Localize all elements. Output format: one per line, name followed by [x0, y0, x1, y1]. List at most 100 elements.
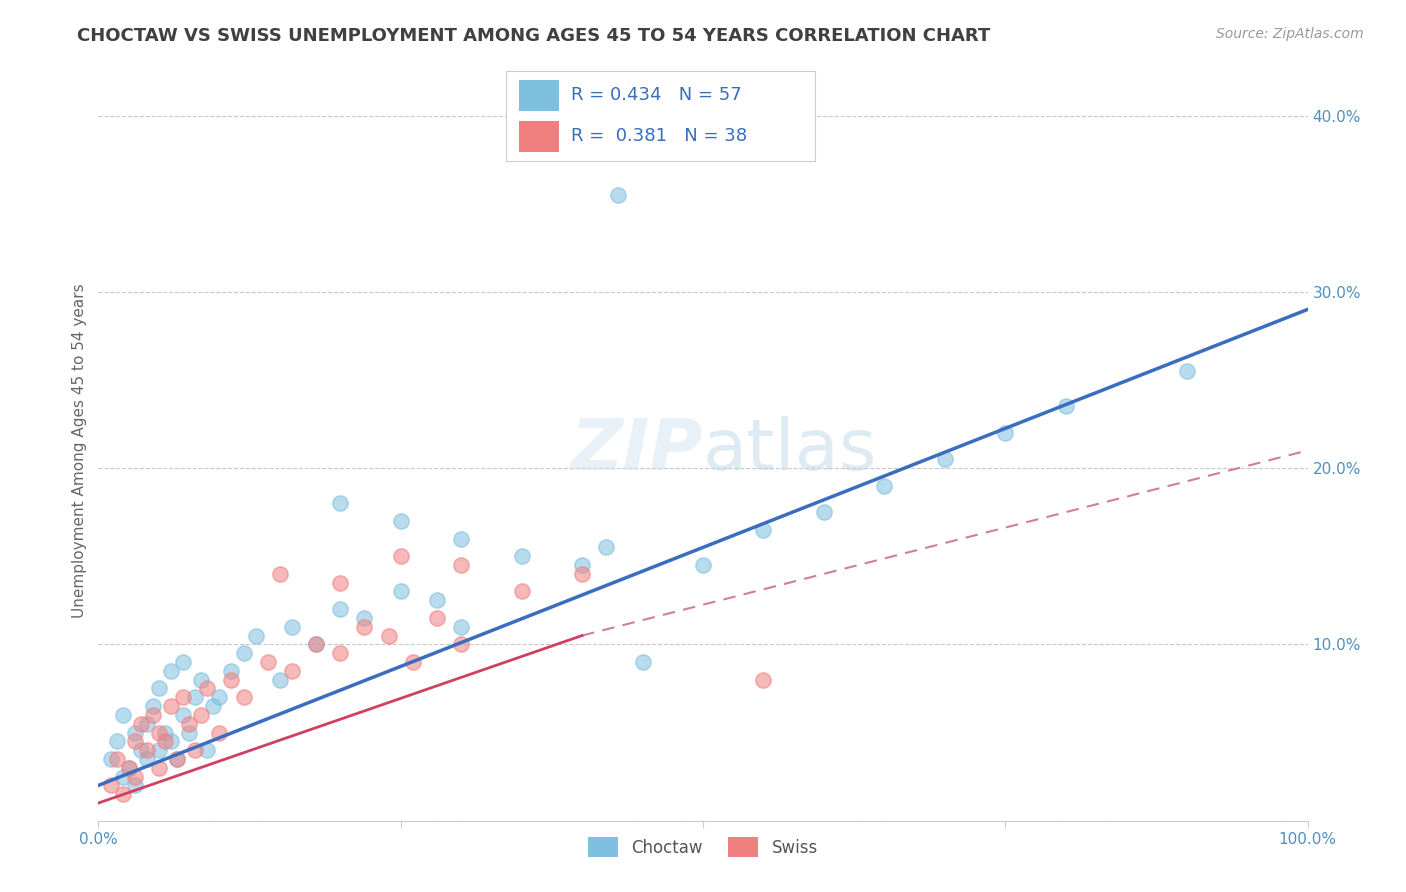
Point [184, 743, 207, 757]
Point [631, 655, 654, 669]
Point [232, 646, 254, 660]
Point [190, 673, 212, 687]
Point [118, 761, 141, 775]
Point [1175, 364, 1198, 378]
Point [153, 725, 176, 739]
Bar [519, 80, 558, 111]
Point [353, 611, 375, 625]
Point [329, 575, 352, 590]
Point [124, 734, 146, 748]
Point [221, 673, 243, 687]
Point [692, 558, 714, 572]
Point [160, 699, 183, 714]
Point [111, 770, 134, 784]
Point [873, 479, 896, 493]
Point [281, 620, 304, 634]
Point [160, 664, 183, 678]
Point [148, 761, 170, 775]
Point [118, 761, 141, 775]
Point [142, 707, 165, 722]
Point [202, 699, 225, 714]
Point [100, 752, 122, 766]
Point [389, 549, 412, 564]
Point [426, 593, 449, 607]
Point [450, 532, 472, 546]
Point [245, 629, 267, 643]
Point [166, 752, 188, 766]
Point [256, 655, 278, 669]
Point [389, 514, 412, 528]
Bar [519, 121, 558, 152]
Text: R =  0.381   N = 38: R = 0.381 N = 38 [571, 128, 747, 145]
Point [329, 646, 352, 660]
Point [269, 566, 291, 581]
Point [221, 664, 243, 678]
Point [195, 743, 218, 757]
Point [105, 752, 128, 766]
Point [148, 743, 170, 757]
Point [305, 637, 328, 651]
Text: ZIP: ZIP [571, 416, 703, 485]
Point [377, 629, 399, 643]
Point [813, 505, 835, 519]
Point [135, 716, 157, 731]
Point [190, 707, 212, 722]
Point [105, 734, 128, 748]
Point [934, 452, 956, 467]
Point [232, 690, 254, 705]
Point [160, 734, 183, 748]
Point [195, 681, 218, 696]
Point [208, 725, 231, 739]
Point [111, 787, 134, 801]
Point [129, 743, 152, 757]
Point [124, 725, 146, 739]
Point [135, 743, 157, 757]
Point [510, 584, 533, 599]
Point [172, 690, 194, 705]
Point [752, 673, 775, 687]
Point [607, 187, 630, 202]
Text: CHOCTAW VS SWISS UNEMPLOYMENT AMONG AGES 45 TO 54 YEARS CORRELATION CHART: CHOCTAW VS SWISS UNEMPLOYMENT AMONG AGES… [77, 27, 991, 45]
Legend: Choctaw, Swiss: Choctaw, Swiss [582, 830, 824, 864]
Point [752, 523, 775, 537]
Point [510, 549, 533, 564]
Point [571, 566, 593, 581]
Point [148, 725, 170, 739]
Point [450, 558, 472, 572]
Point [135, 752, 157, 766]
Point [129, 716, 152, 731]
Point [166, 752, 188, 766]
Point [153, 734, 176, 748]
Point [172, 655, 194, 669]
Point [184, 690, 207, 705]
Point [389, 584, 412, 599]
Point [402, 655, 425, 669]
Point [111, 707, 134, 722]
Point [1054, 400, 1077, 414]
Point [571, 558, 593, 572]
Point [179, 716, 201, 731]
Point [305, 637, 328, 651]
Text: atlas: atlas [703, 416, 877, 485]
Point [595, 541, 617, 555]
Point [124, 778, 146, 792]
Point [426, 611, 449, 625]
Point [329, 496, 352, 510]
Point [208, 690, 231, 705]
Text: Source: ZipAtlas.com: Source: ZipAtlas.com [1216, 27, 1364, 41]
Point [450, 637, 472, 651]
Point [124, 770, 146, 784]
Point [148, 681, 170, 696]
Point [329, 602, 352, 616]
Point [269, 673, 291, 687]
Point [100, 778, 122, 792]
Point [179, 725, 201, 739]
Point [172, 707, 194, 722]
Y-axis label: Unemployment Among Ages 45 to 54 years: Unemployment Among Ages 45 to 54 years [72, 283, 87, 618]
Point [281, 664, 304, 678]
Text: R = 0.434   N = 57: R = 0.434 N = 57 [571, 87, 742, 104]
Point [994, 425, 1017, 440]
Point [450, 620, 472, 634]
Point [142, 699, 165, 714]
Point [353, 620, 375, 634]
